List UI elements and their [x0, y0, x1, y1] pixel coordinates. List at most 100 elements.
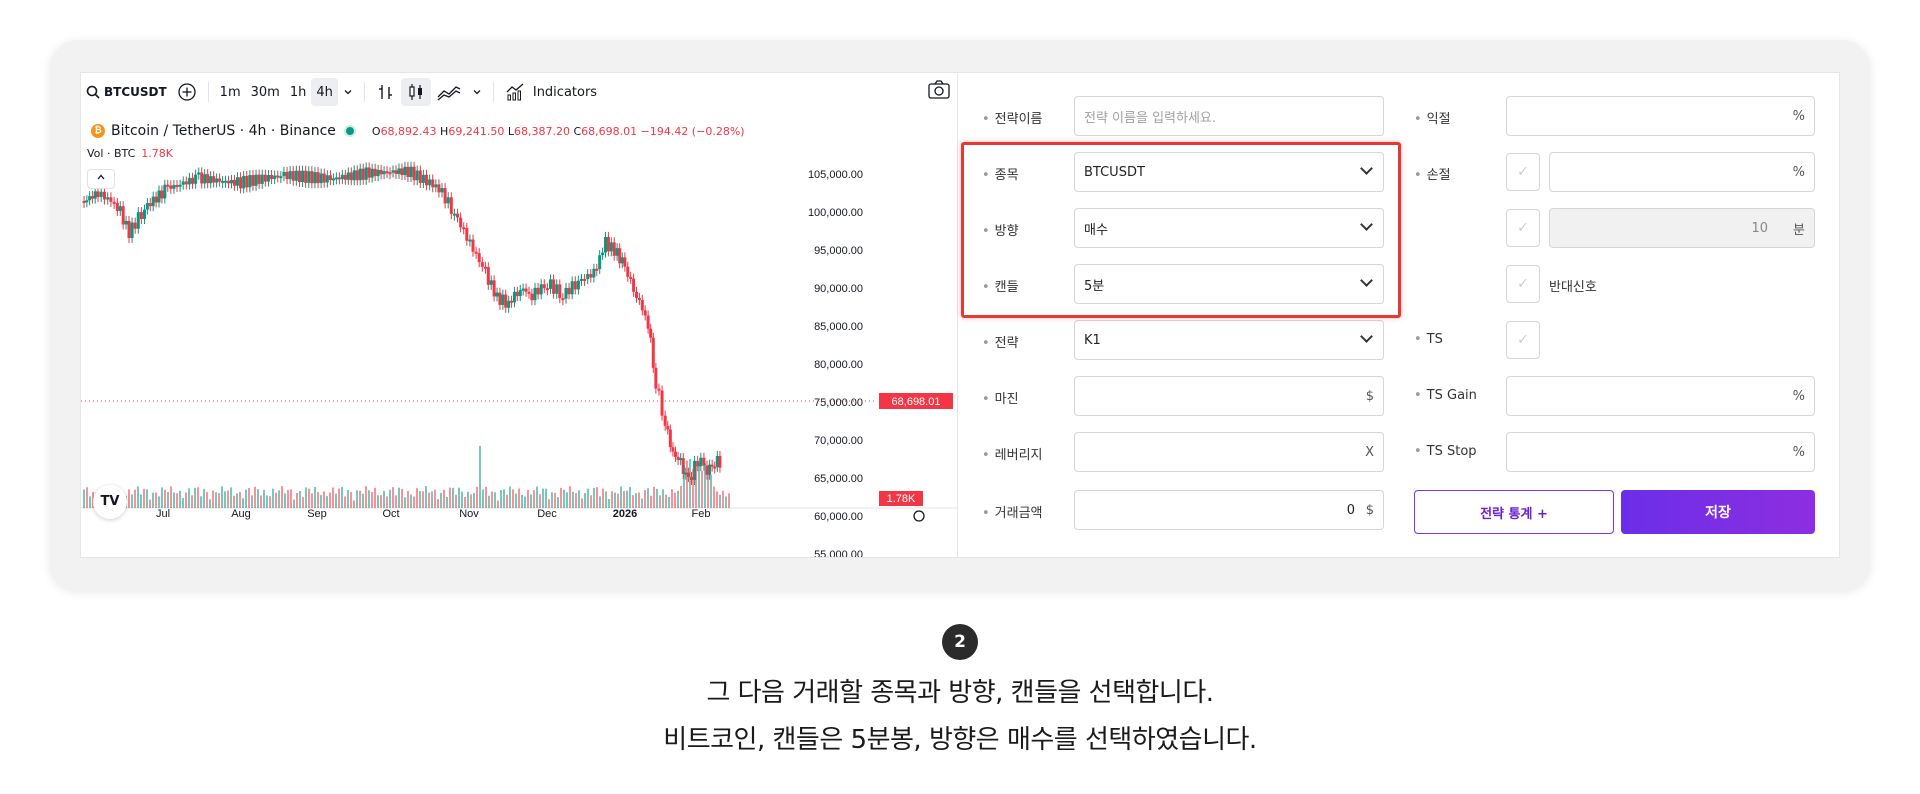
candle	[555, 284, 559, 294]
candle	[263, 174, 267, 182]
candle	[676, 456, 680, 460]
candle	[679, 458, 683, 461]
candle	[713, 466, 717, 469]
bar-style-button[interactable]	[371, 78, 401, 106]
volume-bar	[215, 492, 217, 508]
take-profit-input[interactable]: %	[1506, 96, 1815, 136]
leverage-input[interactable]: X	[1074, 432, 1384, 472]
indicators-button[interactable]: Indicators	[500, 78, 602, 106]
volume-bar	[629, 487, 631, 508]
candle	[260, 174, 264, 184]
candle	[452, 213, 456, 216]
candle	[209, 176, 213, 184]
interval-30m[interactable]: 30m	[250, 84, 280, 100]
volume-bar	[701, 470, 703, 508]
volume-bar	[530, 494, 532, 508]
candle-label: 캔들	[982, 276, 1019, 295]
price-chart[interactable]: 105,000.00 100,000.00 95,000.00 90,000.00 85…	[81, 111, 958, 558]
volume-bar	[593, 488, 595, 508]
candle	[637, 297, 641, 300]
volume-bar	[434, 489, 436, 508]
candle	[618, 248, 622, 264]
strategy-select[interactable]: K1	[1074, 320, 1384, 360]
margin-input[interactable]: $	[1074, 376, 1384, 416]
volume-bar	[359, 490, 361, 508]
volume-bar	[263, 489, 265, 508]
interval-4h[interactable]: 4h	[311, 78, 338, 106]
candle	[257, 174, 261, 184]
volume-bar	[647, 488, 649, 508]
candle	[623, 257, 627, 267]
save-button[interactable]: 저장	[1621, 490, 1815, 534]
area-style-button[interactable]	[431, 78, 467, 106]
candle	[322, 173, 326, 183]
candle	[294, 170, 298, 181]
volume-bar	[674, 492, 676, 508]
collapse-legend-button[interactable]	[87, 169, 115, 189]
gear-icon	[913, 510, 925, 522]
stop-time-checkbox[interactable]: ✓	[1506, 209, 1540, 247]
symbol-label: 종목	[982, 164, 1019, 183]
ts-checkbox[interactable]: ✓	[1506, 321, 1540, 359]
snapshot-button[interactable]	[927, 79, 951, 105]
direction-select[interactable]: 매수	[1074, 208, 1384, 248]
trade-amount-input[interactable]: 0 $	[1074, 490, 1384, 530]
candle	[235, 177, 239, 186]
volume-bar	[227, 490, 229, 508]
ts-label: TS	[1414, 332, 1443, 347]
candle	[93, 191, 97, 199]
volume-bar	[470, 494, 472, 508]
volume-bar	[677, 490, 679, 508]
interval-dropdown[interactable]	[338, 78, 358, 106]
interval-1h[interactable]: 1h	[289, 84, 307, 100]
candle	[654, 367, 658, 389]
volume-bar	[515, 493, 517, 508]
take-profit-label: 익절	[1414, 108, 1451, 127]
chart-panel[interactable]: BTCUSDT 1m 30m 1h 4h Indicators	[80, 72, 958, 558]
candle	[187, 177, 191, 185]
margin-label: 마진	[982, 388, 1019, 407]
stop-minutes-input[interactable]: 10 분	[1549, 208, 1815, 248]
volume-bar	[356, 490, 358, 508]
candle	[276, 175, 280, 178]
volume-bar	[299, 491, 301, 508]
candle-select[interactable]: 5분	[1074, 264, 1384, 304]
volume-bar	[602, 488, 604, 508]
volume-bar	[692, 468, 694, 508]
symbol-search[interactable]: BTCUSDT	[81, 78, 172, 106]
time-tick-label: Jul	[156, 508, 170, 520]
volume-bar	[149, 499, 151, 508]
compare-button[interactable]	[172, 78, 202, 106]
candle	[634, 291, 638, 298]
symbol-select[interactable]: BTCUSDT	[1074, 152, 1384, 192]
candle	[440, 188, 444, 193]
volume-bar	[254, 486, 256, 508]
leverage-label: 레버리지	[982, 444, 1043, 463]
strategy-name-input[interactable]: 전략 이름을 입력하세요.	[1074, 96, 1384, 136]
volume-bar	[158, 496, 160, 508]
stop-loss-input[interactable]: %	[1549, 152, 1815, 192]
candle	[340, 174, 344, 180]
ts-gain-input[interactable]: %	[1506, 376, 1815, 416]
volume-bar	[281, 486, 283, 508]
volume-bar	[611, 491, 613, 508]
candle-style-button[interactable]	[400, 78, 431, 106]
strategy-stats-button[interactable]: 전략 통계 +	[1414, 490, 1614, 534]
volume-bar	[410, 494, 412, 508]
candle	[415, 170, 419, 181]
volume-bar	[272, 488, 274, 508]
chart-type-dropdown[interactable]	[467, 78, 487, 106]
volume-bar	[632, 495, 634, 508]
stop-loss-checkbox[interactable]: ✓	[1506, 153, 1540, 191]
ts-stop-input[interactable]: %	[1506, 432, 1815, 472]
candle	[629, 276, 633, 279]
candle	[145, 203, 149, 210]
candle	[376, 169, 380, 177]
candle	[412, 166, 416, 181]
volume-bar	[713, 486, 715, 508]
reverse-signal-checkbox[interactable]: ✓	[1506, 265, 1540, 303]
candle	[200, 172, 204, 184]
volume-bar	[140, 494, 142, 508]
interval-1m[interactable]: 1m	[219, 84, 241, 100]
volume-bar	[203, 488, 205, 508]
